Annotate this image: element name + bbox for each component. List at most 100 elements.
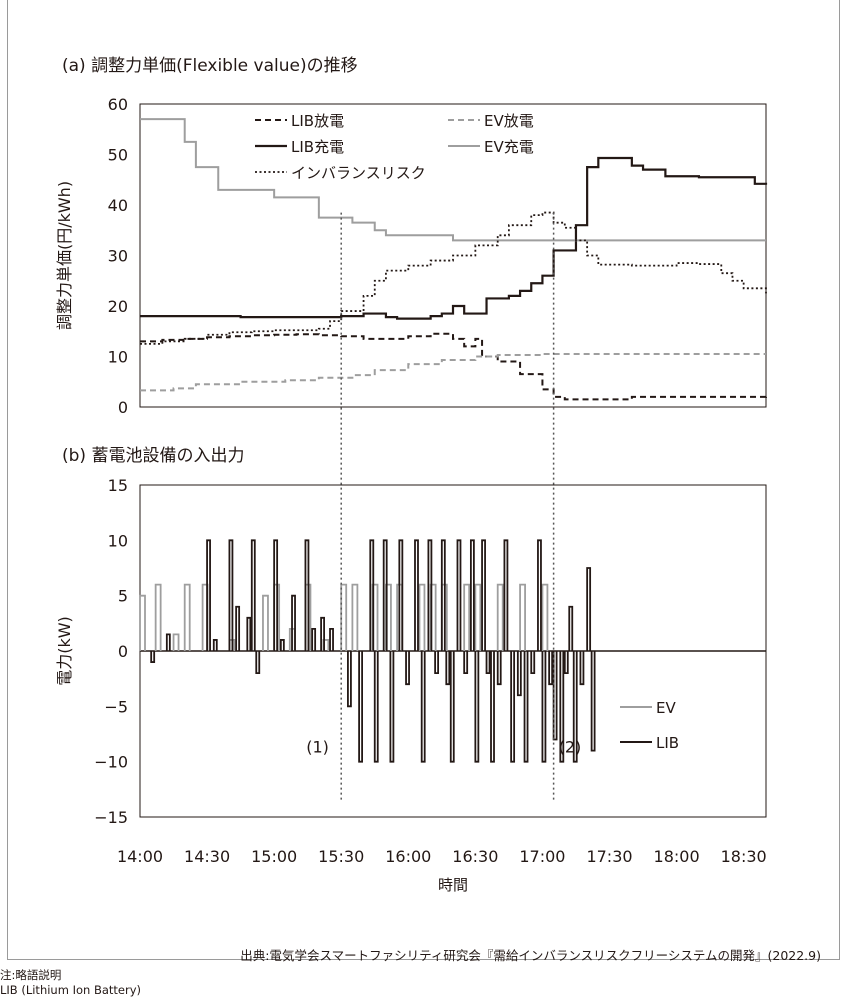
y-tick-label-b: 0 xyxy=(118,642,128,661)
legend-label-b: LIB xyxy=(656,734,679,752)
pulse-LIB xyxy=(427,539,433,651)
pulse-EV xyxy=(418,583,426,651)
pulse-LIB xyxy=(530,651,536,675)
pulse-LIB xyxy=(496,651,502,686)
pulse-LIB xyxy=(579,651,585,686)
pulse-LIB xyxy=(481,539,486,651)
legend-label-b: EV xyxy=(656,699,676,717)
pulse-LIB xyxy=(568,605,574,651)
legend-label-a: EV放電 xyxy=(484,112,534,130)
pulse-LIB xyxy=(563,651,569,675)
x-tick-label: 15:00 xyxy=(251,847,297,866)
pulse-LIB xyxy=(358,651,363,763)
y-tick-label-b: −10 xyxy=(94,753,128,772)
y-tick-label-a: 40 xyxy=(108,196,128,215)
pulse-LIB xyxy=(474,651,480,763)
pulse-EV xyxy=(262,594,269,651)
x-tick-label: 14:00 xyxy=(117,847,163,866)
x-tick-label: 17:30 xyxy=(586,847,632,866)
series-line-インバランスリスク xyxy=(140,211,767,345)
pulse-LIB xyxy=(235,605,241,651)
series-line-LIB充電 xyxy=(140,156,768,320)
pulse-LIB xyxy=(246,616,252,651)
pulse-EV xyxy=(474,583,482,651)
pulse-LIB xyxy=(445,651,451,686)
pulse-LIB xyxy=(463,651,469,675)
pulse-LIB xyxy=(369,539,375,651)
panel-b-title: (b) 蓄電池設備の入出力 xyxy=(62,446,245,466)
x-tick-label: 18:30 xyxy=(721,847,767,866)
pulse-LIB xyxy=(516,651,522,697)
legend-label-a: インバランスリスク xyxy=(291,164,426,182)
series-line-EV放電 xyxy=(140,352,766,392)
pulse-EV xyxy=(496,583,504,651)
pulse-LIB xyxy=(228,539,234,651)
pulse-LIB xyxy=(548,651,554,686)
y-tick-label-b: 10 xyxy=(108,531,128,550)
x-tick-label: 18:00 xyxy=(654,847,700,866)
note-title: 注:略語説明 xyxy=(0,968,62,982)
pulse-LIB xyxy=(329,627,334,651)
pulse-LIB xyxy=(572,651,578,763)
pulse-EV xyxy=(172,633,180,651)
pulse-EV xyxy=(541,583,549,651)
plot-area-a xyxy=(139,103,767,408)
x-tick-label: 16:30 xyxy=(452,847,498,866)
pulse-LIB xyxy=(510,651,516,763)
legend-label-a: LIB放電 xyxy=(291,112,344,130)
pulse-LIB xyxy=(469,539,475,651)
pulse-LIB xyxy=(304,539,310,651)
pulse-LIB xyxy=(206,539,211,651)
pulse-LIB xyxy=(414,539,419,651)
pulse-LIB xyxy=(503,539,509,651)
pulse-LIB xyxy=(212,639,218,651)
y-tick-label-a: 30 xyxy=(108,247,128,266)
series-line-EV充電 xyxy=(140,118,766,242)
pulse-LIB xyxy=(311,627,317,651)
source-citation: 出典:電気学会スマートファシリティ研究会『需給インバランスリスクフリーシステムの… xyxy=(240,948,821,963)
pulse-LIB xyxy=(552,651,558,741)
figure-frame xyxy=(7,0,840,960)
pulse-LIB xyxy=(490,651,495,763)
pulse-LIB xyxy=(590,651,596,752)
x-tick-label: 14:30 xyxy=(184,847,230,866)
pulse-LIB xyxy=(537,539,542,651)
pulse-LIB xyxy=(373,651,379,763)
pulse-LIB xyxy=(559,651,565,763)
x-tick-label: 16:00 xyxy=(385,847,431,866)
pulse-LIB xyxy=(434,651,440,675)
y-tick-label-b: 5 xyxy=(118,587,128,606)
pulse-EV xyxy=(519,583,526,651)
y-axis-label-b: 電力(kW) xyxy=(55,616,74,686)
pulse-LIB xyxy=(320,616,325,651)
pulse-EV xyxy=(463,583,471,651)
pulse-EV xyxy=(154,583,162,651)
annotation-label: (1) xyxy=(306,738,329,757)
pulse-LIB xyxy=(389,651,395,763)
y-tick-label-b: 15 xyxy=(108,476,128,495)
y-tick-label-a: 20 xyxy=(108,297,128,316)
pulse-LIB xyxy=(440,539,446,651)
pulse-LIB xyxy=(541,651,547,763)
y-tick-label-a: 50 xyxy=(108,146,128,165)
pulse-EV xyxy=(351,583,359,651)
note-abbreviation: LIB (Lithium Ion Battery) xyxy=(0,983,141,997)
x-axis-label: 時間 xyxy=(438,876,468,894)
y-tick-label-a: 60 xyxy=(108,95,128,114)
annotation-label: (2) xyxy=(559,738,582,757)
pulse-LIB xyxy=(382,539,388,651)
pulse-LIB xyxy=(485,651,491,675)
series-line-LIB放電 xyxy=(140,332,767,401)
pulse-LIB xyxy=(165,633,171,651)
panel-a-title: (a) 調整力単価(Flexible value)の推移 xyxy=(62,56,358,76)
pulse-LIB xyxy=(449,651,455,763)
pulse-LIB xyxy=(273,539,279,651)
x-tick-label: 15:30 xyxy=(318,847,364,866)
pulse-LIB xyxy=(405,651,410,686)
pulse-LIB xyxy=(523,651,529,763)
pulse-LIB xyxy=(420,651,426,763)
pulse-LIB xyxy=(586,567,592,651)
y-axis-label-a: 調整力単価(円/kWh) xyxy=(55,181,74,330)
y-tick-label-b: −5 xyxy=(104,697,128,716)
